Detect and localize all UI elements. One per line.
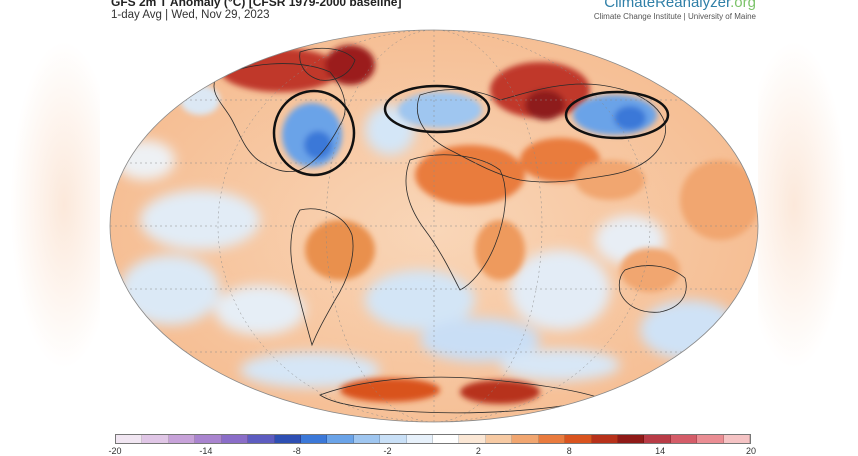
colorbar-swatch <box>353 435 381 443</box>
colorbar-swatch <box>618 435 645 443</box>
colorbar-swatch <box>512 435 539 443</box>
annotation-circle-asia <box>564 90 670 140</box>
colorbar-swatch <box>380 435 407 443</box>
map-subtitle: 1-day Avg | Wed, Nov 29, 2023 <box>111 9 270 21</box>
colorbar-swatch <box>433 435 460 443</box>
brand-logo[interactable]: ClimateReanalyzer.org <box>604 0 756 11</box>
colorbar-swatch <box>565 435 592 443</box>
brand-name: ClimateReanalyzer <box>604 0 731 11</box>
colorbar-swatch <box>538 435 566 443</box>
graticule <box>110 30 758 422</box>
colorbar-tick-label: -8 <box>292 446 301 456</box>
colorbar-swatch <box>116 435 143 443</box>
eurasia-outline <box>417 83 666 183</box>
australia-outline <box>618 265 687 313</box>
annotation-circle-north-america <box>272 89 356 177</box>
colorbar-swatch <box>670 435 698 443</box>
colorbar-tick-label: 20 <box>745 446 757 456</box>
colorbar-swatch <box>142 435 169 443</box>
brand-suffix: .org <box>730 0 756 11</box>
globe-border <box>109 29 759 423</box>
colorbar-swatch <box>406 435 434 443</box>
colorbar <box>115 434 751 444</box>
map-title: GFS 2m T Anomaly (°C) [CFSR 1979-2000 ba… <box>111 0 402 9</box>
colorbar-swatch <box>723 435 751 443</box>
globe <box>110 30 758 422</box>
colorbar-tick-label: 14 <box>655 446 666 456</box>
colorbar-tick-label: -20 <box>108 446 122 456</box>
colorbar-swatch <box>485 435 513 443</box>
colorbar-swatch <box>644 435 671 443</box>
colorbar-swatch <box>274 435 301 443</box>
colorbar-swatch <box>221 435 249 443</box>
north-america-outline <box>213 63 346 173</box>
colorbar-swatch <box>327 435 354 443</box>
colorbar-tick-label: 8 <box>566 446 572 456</box>
colorbar-swatch <box>168 435 196 443</box>
colorbar-swatch <box>300 435 328 443</box>
brand-subtitle: Climate Change Institute | University of… <box>593 12 756 21</box>
annotation-circle-europe <box>383 84 491 134</box>
colorbar-swatch <box>195 435 222 443</box>
warm-patches <box>220 45 758 404</box>
colorbar-swatch <box>697 435 724 443</box>
cool-patches <box>115 105 740 388</box>
colorbar-tick-label: -14 <box>199 446 213 456</box>
colorbar-swatch <box>459 435 486 443</box>
colorbar-tick-label: -2 <box>383 446 392 456</box>
colorbar-tick-label: 2 <box>475 446 481 456</box>
colorbar-swatch <box>591 435 619 443</box>
greenland-outline <box>299 47 356 81</box>
africa-outline <box>405 154 506 291</box>
colorbar-swatch <box>248 435 275 443</box>
colorbar-ticks: -20 -14 -8 -2 2 8 14 20 <box>108 446 756 456</box>
south-america-outline <box>290 208 354 347</box>
